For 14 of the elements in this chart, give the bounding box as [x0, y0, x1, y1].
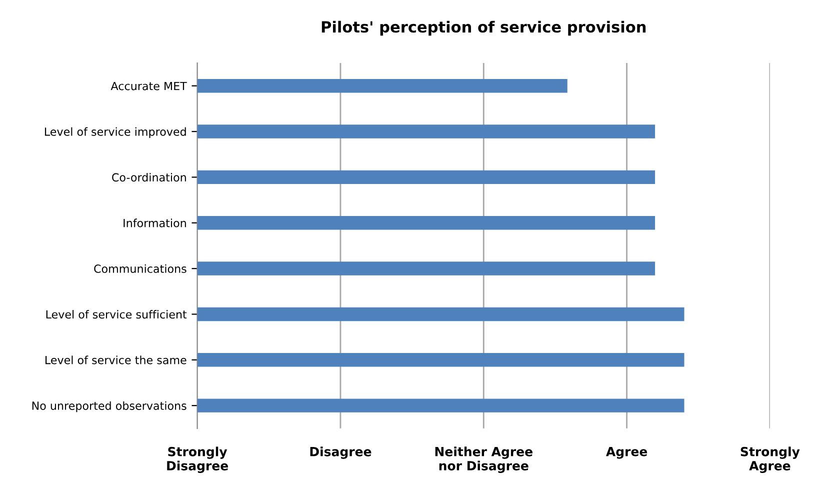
y-tick-label: Information	[124, 218, 186, 228]
text: Agree	[606, 446, 648, 459]
y-tick-label: Level of service improved	[44, 127, 186, 138]
y-tick-label: Co-ordination	[112, 172, 186, 182]
y-tick-label: Level of service sufficient	[46, 310, 187, 319]
text: Strongly Agree	[740, 446, 800, 473]
chart-title: Pilots' perception of service provision	[322, 20, 646, 36]
y-tick-label: Accurate MET	[110, 82, 187, 90]
y-tick-label: No unreported observations	[32, 401, 186, 412]
y-tick-label: Level of service the same	[46, 356, 186, 364]
y-tick-label: Communications	[94, 264, 186, 273]
text: Neither Agree nor Disagree	[435, 446, 532, 473]
text: Disagree	[310, 446, 372, 459]
text: Strongly Disagree	[167, 446, 228, 473]
